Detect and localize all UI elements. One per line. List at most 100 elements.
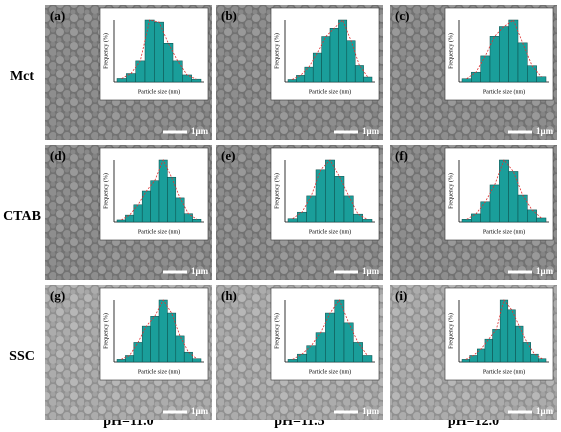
fit-curve: [466, 19, 542, 80]
fit-curve: [292, 299, 368, 360]
y-axis-label: Frequency (%): [102, 33, 109, 69]
histogram-bar: [192, 358, 202, 363]
histogram-bar: [287, 359, 298, 363]
histogram-bar: [492, 329, 501, 363]
scale-bar-label: 1μm: [362, 126, 380, 136]
panel-label: (h): [221, 288, 237, 303]
y-axis-label: Frequency (%): [102, 173, 109, 209]
histogram-bar: [461, 359, 470, 363]
histogram-bar: [287, 79, 297, 83]
histogram-bar: [508, 19, 519, 83]
histogram-bar: [471, 71, 481, 83]
y-axis-label: Frequency (%): [447, 313, 454, 349]
histogram-bar: [150, 316, 160, 363]
histogram-bar: [163, 43, 174, 83]
histogram-bar: [499, 159, 509, 223]
histogram-bar: [343, 322, 354, 363]
histogram-bar: [363, 76, 373, 83]
panel-label: (g): [50, 288, 65, 303]
histogram-bar: [527, 209, 537, 223]
histogram-bar: [517, 42, 528, 83]
scale-bar-label: 1μm: [536, 266, 554, 276]
panel-label: (c): [395, 8, 409, 23]
histogram-bar: [325, 159, 335, 223]
histogram-bar: [133, 342, 143, 363]
histogram-bar: [315, 332, 326, 363]
histogram-bar: [338, 19, 348, 83]
histogram-bar: [116, 219, 126, 223]
fit-curve: [292, 19, 369, 80]
scale-bar-label: 1μm: [536, 406, 554, 416]
histogram-bar: [522, 342, 531, 363]
fit-curve: [121, 299, 198, 360]
histogram-bar: [192, 218, 202, 223]
scale-bar-label: 1μm: [362, 266, 380, 276]
panel-label: (d): [50, 148, 66, 163]
histogram-bar: [536, 217, 547, 223]
histogram-bar: [297, 353, 307, 363]
scale-bar-label: 1μm: [191, 266, 209, 276]
histogram-bar: [116, 78, 127, 83]
histogram-bar: [329, 28, 339, 83]
histogram-bar: [167, 176, 177, 223]
fit-curve: [465, 299, 543, 360]
histogram-bar: [343, 195, 354, 223]
histogram-bar: [126, 73, 136, 83]
histogram-bar: [116, 359, 126, 363]
histogram-bar: [144, 19, 155, 83]
fit-curve: [121, 159, 198, 221]
histogram-bar: [296, 75, 306, 83]
fit-curve: [466, 159, 542, 220]
histogram-bar: [471, 213, 481, 223]
x-axis-label: Particle size (nm): [309, 368, 351, 375]
x-axis-label: Particle size (nm): [483, 88, 525, 95]
histogram-bar: [517, 194, 528, 223]
histogram-bar: [175, 197, 185, 223]
x-axis-label: Particle size (nm): [309, 228, 351, 235]
y-axis-label: Frequency (%): [273, 173, 280, 209]
histogram-bar: [362, 219, 373, 223]
histogram-bar: [158, 159, 168, 223]
histogram-bar: [287, 218, 298, 223]
scale-bar-label: 1μm: [191, 126, 209, 136]
histogram-bar: [489, 36, 500, 83]
scale-bar-label: 1μm: [362, 406, 380, 416]
x-axis-label: Particle size (nm): [138, 368, 180, 375]
histogram-bar: [191, 78, 202, 83]
histogram-bar: [334, 299, 345, 363]
panel-label: (f): [395, 148, 408, 163]
histogram-bar: [321, 36, 331, 83]
histogram-bar: [304, 66, 314, 83]
histogram-bar: [141, 190, 151, 223]
panel-label: (i): [395, 288, 407, 303]
histogram-bar: [354, 65, 364, 83]
y-axis-label: Frequency (%): [447, 33, 454, 69]
histogram-bar: [172, 60, 183, 83]
x-axis-label: Particle size (nm): [138, 88, 180, 95]
y-axis-label: Frequency (%): [447, 173, 454, 209]
histogram-bar: [125, 355, 135, 363]
y-axis-label: Frequency (%): [273, 313, 280, 349]
panel-label: (b): [221, 8, 237, 23]
x-axis-label: Particle size (nm): [483, 368, 525, 375]
histogram-bar: [530, 353, 539, 363]
histogram-bar: [536, 76, 547, 83]
histogram-bar: [480, 201, 491, 223]
row-label: CTAB: [3, 209, 41, 224]
histogram-bar: [306, 195, 317, 223]
scale-bar-label: 1μm: [191, 406, 209, 416]
histogram-bar: [125, 214, 135, 223]
histogram-bar: [183, 351, 193, 363]
histogram-bar: [175, 335, 185, 363]
histogram-bar: [362, 355, 373, 363]
histogram-bar: [183, 213, 193, 223]
histogram-bar: [461, 78, 472, 83]
row-label: Mct: [10, 69, 34, 84]
histogram-bar: [135, 60, 146, 83]
histogram-bar: [297, 211, 307, 223]
y-axis-label: Frequency (%): [102, 313, 109, 349]
histogram-bar: [315, 169, 326, 223]
fit-curve: [121, 19, 197, 80]
panel-label: (a): [50, 8, 65, 23]
